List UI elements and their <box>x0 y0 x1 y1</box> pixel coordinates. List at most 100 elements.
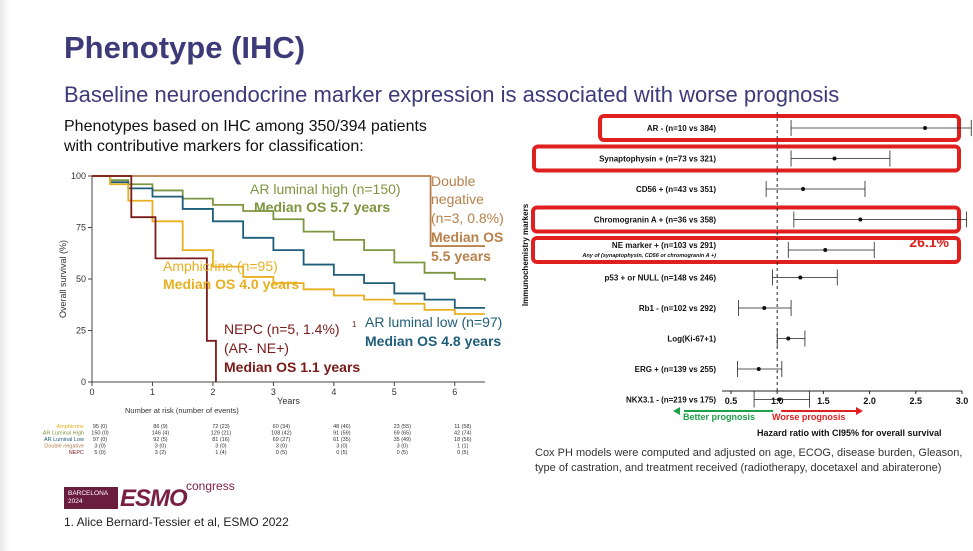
risk-cell: 92 (5) <box>153 437 168 443</box>
km-label-nepc-name: NEPC (n=5, 1.4%) <box>224 321 340 337</box>
forest-row-label: NE marker + (n=103 vs 291) <box>612 241 716 250</box>
risk-cell: 91 (59) <box>333 431 351 437</box>
km-x-tick-label: 4 <box>331 387 336 397</box>
risk-cell: 95 (0) <box>93 424 108 430</box>
risk-cell: 35 (49) <box>394 437 412 443</box>
km-label-dn-4: Median OS <box>431 229 503 245</box>
logo-suffix: congress <box>186 479 235 493</box>
citation: 1. Alice Bernard-Tessier et al, ESMO 202… <box>64 515 289 529</box>
risk-cell: 61 (35) <box>333 437 351 443</box>
km-label-dn-1: Double <box>431 173 476 189</box>
forest-row-label: Chromogranin A + (n=36 vs 358) <box>594 216 716 225</box>
risk-cell: 69 (27) <box>273 437 291 443</box>
forest-point <box>762 306 767 310</box>
cox-footnote: Cox PH models were computed and adjusted… <box>535 447 963 474</box>
forest-x-axis-label: Hazard ratio with CI95% for overall surv… <box>757 428 942 438</box>
km-label-dn-3: (n=3, 0.8%) <box>431 210 504 226</box>
forest-row-label: Synaptophysin + (n=73 vs 321) <box>599 155 716 164</box>
km-y-tick-label: 25 <box>76 326 86 336</box>
forest-row-label: ERG + (n=139 vs 255) <box>635 365 717 374</box>
forest-point <box>832 156 837 161</box>
risk-cell: 0 (5) <box>336 450 347 456</box>
risk-cell: 3 (0) <box>215 444 226 450</box>
forest-row-label: CD56 + (n=43 vs 351) <box>636 185 716 194</box>
intro-text: Phenotypes based on IHC among 350/394 pa… <box>64 117 427 157</box>
risk-row-label: Amphicrine <box>56 424 84 430</box>
forest-point <box>923 126 928 130</box>
better-prognosis-label: Better prognosis <box>683 412 755 422</box>
forest-point <box>823 248 828 252</box>
forest-row-label: AR - (n=10 vs 384) <box>647 124 716 133</box>
forest-callout: 26.1% <box>909 234 949 250</box>
km-x-tick-label: 5 <box>392 387 397 397</box>
km-label-arlh-median: Median OS 5.7 years <box>254 199 390 215</box>
logo-brand: ESMO <box>120 485 188 512</box>
km-label-nepc-sup: 1 <box>352 320 357 329</box>
risk-cell: 86 (9) <box>153 424 168 430</box>
km-x-tick-label: 6 <box>452 387 457 397</box>
risk-cell: 3 (0) <box>336 444 347 450</box>
risk-row-label: AR Luminal Low <box>44 437 84 443</box>
edge-shading <box>0 0 10 551</box>
risk-cell: 1 (1) <box>457 444 468 450</box>
risk-cell: 129 (21) <box>211 431 232 437</box>
forest-point <box>858 217 863 222</box>
risk-cell: 42 (74) <box>454 431 472 437</box>
forest-row-sublabel: Any of (synaptophysin, CD56 or chromogra… <box>581 253 716 259</box>
forest-point <box>756 367 761 371</box>
forest-x-tick-label: 1.5 <box>817 396 830 406</box>
forest-y-axis-label: Immunochemistry markers <box>521 203 530 306</box>
risk-cell: 3 (0) <box>276 444 287 450</box>
intro-line-2: with contributive markers for classifica… <box>64 138 364 155</box>
km-curve-3 <box>92 175 485 247</box>
risk-row-label: Double negative <box>44 444 84 450</box>
better-arrow-head <box>673 407 680 415</box>
risk-cell: 3 (0) <box>397 444 408 450</box>
forest-row-label: Rb1 - (n=102 vs 292) <box>639 304 716 313</box>
km-y-tick-label: 50 <box>76 274 86 284</box>
risk-row-label: NEPC <box>69 450 84 456</box>
km-y-tick-label: 0 <box>81 377 86 387</box>
logo-city: BARCELONA <box>68 490 109 497</box>
forest-point <box>777 397 782 402</box>
km-x-axis-label: Years <box>277 396 300 406</box>
risk-cell: 3 (0) <box>155 444 166 450</box>
km-curve-1 <box>92 175 485 309</box>
forest-highlight-box <box>532 144 961 173</box>
risk-cell: 48 (46) <box>333 424 351 430</box>
km-label-dn-5: 5.5 years <box>431 248 491 264</box>
risk-cell: 23 (55) <box>394 424 412 430</box>
forest-x-tick-label: 3.0 <box>956 396 969 406</box>
risk-cell: 108 (42) <box>271 431 292 437</box>
risk-cell: 5 (0) <box>94 450 105 456</box>
forest-row-label: p53 + or NULL (n=148 vs 246) <box>605 274 717 283</box>
forest-x-tick-label: 2.5 <box>910 396 923 406</box>
km-curve-4 <box>92 175 217 382</box>
km-curve-2 <box>92 175 485 315</box>
risk-cell: 3 (0) <box>94 444 105 450</box>
km-label-nepc-3: Median OS 1.1 years <box>224 359 360 375</box>
km-x-tick-label: 3 <box>271 387 276 397</box>
risk-cell: 0 (5) <box>397 450 408 456</box>
risk-row-label: AR Luminal High <box>43 431 84 437</box>
risk-cell: 97 (0) <box>93 437 108 443</box>
risk-cell: 3 (2) <box>155 450 166 456</box>
risk-table-title: Number at risk (number of events) <box>125 406 239 415</box>
forest-row-label: NKX3.1 - (n=219 vs 175) <box>626 396 716 405</box>
slide-title: Phenotype (IHC) <box>64 30 306 65</box>
intro-line-1: Phenotypes based on IHC among 350/394 pa… <box>64 118 427 135</box>
logo-year: 2024 <box>68 498 83 505</box>
risk-cell: 81 (16) <box>212 437 230 443</box>
forest-point <box>786 336 791 341</box>
risk-cell: 150 (0) <box>91 431 109 437</box>
risk-cell: 0 (5) <box>457 450 468 456</box>
risk-cell: 18 (56) <box>454 437 472 443</box>
risk-cell: 60 (34) <box>273 424 291 430</box>
risk-cell: 72 (23) <box>212 424 230 430</box>
risk-cell: 11 (58) <box>454 424 471 430</box>
km-x-tick-label: 2 <box>210 387 215 397</box>
risk-cell: 69 (65) <box>394 431 412 437</box>
forest-x-tick-label: 1.0 <box>771 396 784 406</box>
